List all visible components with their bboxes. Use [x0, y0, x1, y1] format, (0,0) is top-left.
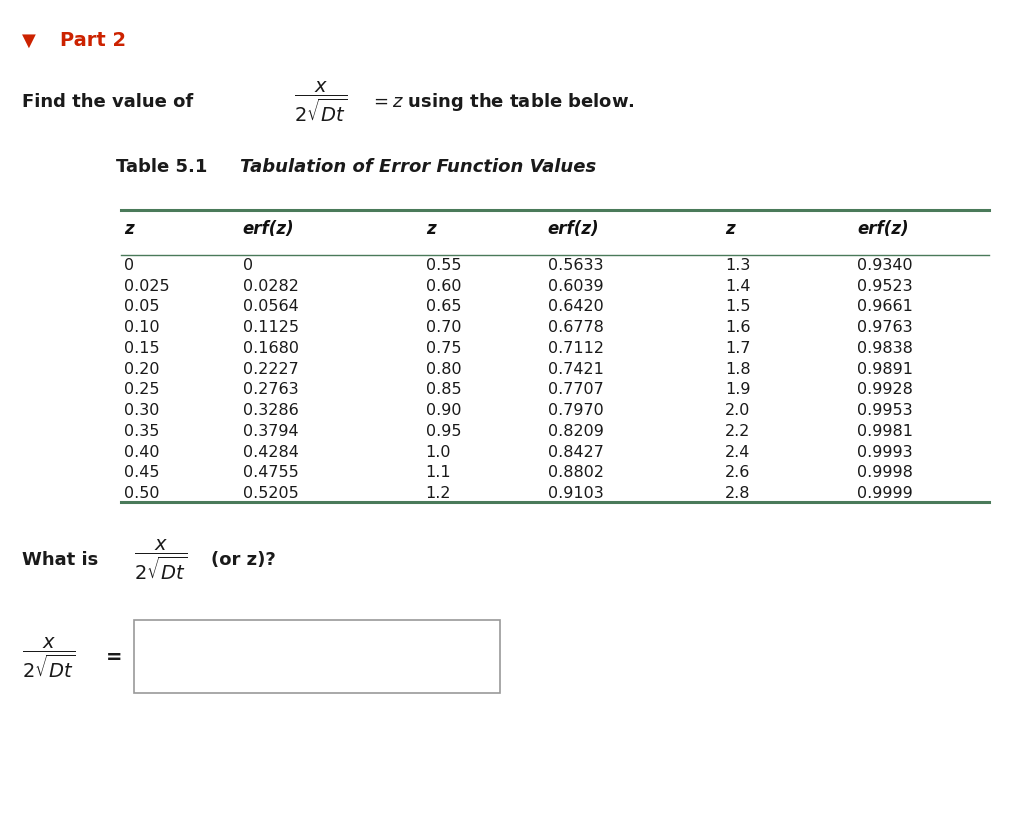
Text: 0.4284: 0.4284 — [243, 444, 299, 459]
Text: 0.9838: 0.9838 — [857, 341, 913, 355]
Text: 1.9: 1.9 — [725, 382, 751, 397]
Text: z: z — [725, 220, 735, 238]
Text: 0.7421: 0.7421 — [548, 361, 603, 376]
Text: ▼: ▼ — [23, 32, 36, 50]
Text: 0.55: 0.55 — [426, 258, 461, 273]
Text: 0.10: 0.10 — [124, 320, 160, 335]
Text: 0.20: 0.20 — [124, 361, 160, 376]
Text: $\dfrac{x}{2\sqrt{Dt}}$: $\dfrac{x}{2\sqrt{Dt}}$ — [23, 635, 76, 679]
Text: 0.90: 0.90 — [426, 403, 461, 418]
Text: 0.9999: 0.9999 — [857, 486, 913, 500]
Text: 0.9953: 0.9953 — [857, 403, 913, 418]
Text: 0.8209: 0.8209 — [548, 423, 603, 438]
Text: 0.6420: 0.6420 — [548, 299, 603, 314]
Text: 0.15: 0.15 — [124, 341, 160, 355]
Text: 0.9340: 0.9340 — [857, 258, 913, 273]
Text: 0.9661: 0.9661 — [857, 299, 913, 314]
Text: 0.8802: 0.8802 — [548, 465, 603, 480]
Text: 0.2763: 0.2763 — [243, 382, 298, 397]
Text: 1.4: 1.4 — [725, 278, 751, 293]
Text: $\dfrac{x}{2\sqrt{Dt}}$: $\dfrac{x}{2\sqrt{Dt}}$ — [294, 79, 347, 124]
Text: 1.1: 1.1 — [426, 465, 452, 480]
Text: 0.75: 0.75 — [426, 341, 461, 355]
Text: 0.60: 0.60 — [426, 278, 461, 293]
Bar — [134, 620, 500, 693]
Text: 0.1680: 0.1680 — [243, 341, 299, 355]
Text: 0.3286: 0.3286 — [243, 403, 299, 418]
Text: 0.9103: 0.9103 — [548, 486, 603, 500]
Text: 1.6: 1.6 — [725, 320, 751, 335]
Text: 0.2227: 0.2227 — [243, 361, 299, 376]
Text: 1.5: 1.5 — [725, 299, 751, 314]
Text: 0.85: 0.85 — [426, 382, 461, 397]
Text: 0.5633: 0.5633 — [548, 258, 603, 273]
Text: erf(z): erf(z) — [548, 220, 599, 238]
Text: (or z)?: (or z)? — [211, 550, 276, 568]
Text: 1.3: 1.3 — [725, 258, 751, 273]
Text: 0.80: 0.80 — [426, 361, 461, 376]
Text: erf(z): erf(z) — [857, 220, 909, 238]
Text: 0.95: 0.95 — [426, 423, 461, 438]
Text: 0.45: 0.45 — [124, 465, 160, 480]
Text: 2.0: 2.0 — [725, 403, 751, 418]
Text: Table 5.1: Table 5.1 — [116, 157, 207, 175]
Text: 0.025: 0.025 — [124, 278, 170, 293]
Text: $\dfrac{x}{2\sqrt{Dt}}$: $\dfrac{x}{2\sqrt{Dt}}$ — [134, 537, 187, 581]
Text: 0.9763: 0.9763 — [857, 320, 913, 335]
Text: 1.7: 1.7 — [725, 341, 751, 355]
Text: 0.9891: 0.9891 — [857, 361, 913, 376]
Text: $= z$ using the table below.: $= z$ using the table below. — [370, 90, 635, 112]
Text: What is: What is — [23, 550, 98, 568]
Text: Tabulation of Error Function Values: Tabulation of Error Function Values — [240, 157, 596, 175]
Text: 2.4: 2.4 — [725, 444, 751, 459]
Text: 0.0282: 0.0282 — [243, 278, 299, 293]
Text: erf(z): erf(z) — [243, 220, 295, 238]
Text: 1.8: 1.8 — [725, 361, 751, 376]
Text: 0.6039: 0.6039 — [548, 278, 603, 293]
Text: 0.50: 0.50 — [124, 486, 160, 500]
Text: 0.4755: 0.4755 — [243, 465, 299, 480]
Text: 2.2: 2.2 — [725, 423, 751, 438]
Text: 2.8: 2.8 — [725, 486, 751, 500]
Text: 0.9523: 0.9523 — [857, 278, 913, 293]
Text: 0.3794: 0.3794 — [243, 423, 298, 438]
Text: Part 2: Part 2 — [60, 31, 126, 50]
Text: 0.9981: 0.9981 — [857, 423, 913, 438]
Text: 0.7970: 0.7970 — [548, 403, 603, 418]
Text: 0.9928: 0.9928 — [857, 382, 913, 397]
Text: 0: 0 — [124, 258, 134, 273]
Text: 1.0: 1.0 — [426, 444, 452, 459]
Text: 0.7112: 0.7112 — [548, 341, 603, 355]
Text: 2.6: 2.6 — [725, 465, 751, 480]
Text: 0.30: 0.30 — [124, 403, 160, 418]
Text: 0.1125: 0.1125 — [243, 320, 299, 335]
Text: z: z — [426, 220, 435, 238]
Text: 0.40: 0.40 — [124, 444, 160, 459]
Text: 0.70: 0.70 — [426, 320, 461, 335]
Text: Find the value of: Find the value of — [23, 93, 194, 111]
Text: 0: 0 — [243, 258, 253, 273]
Text: 0.25: 0.25 — [124, 382, 160, 397]
Text: 1.2: 1.2 — [426, 486, 452, 500]
Text: 0.9993: 0.9993 — [857, 444, 913, 459]
Text: 0.9998: 0.9998 — [857, 465, 913, 480]
Text: =: = — [105, 647, 122, 666]
Text: 0.35: 0.35 — [124, 423, 160, 438]
Text: 0.0564: 0.0564 — [243, 299, 299, 314]
Text: 0.65: 0.65 — [426, 299, 461, 314]
Text: z: z — [124, 220, 134, 238]
Text: 0.8427: 0.8427 — [548, 444, 603, 459]
Text: 0.7707: 0.7707 — [548, 382, 603, 397]
Text: 0.5205: 0.5205 — [243, 486, 299, 500]
Text: 0.6778: 0.6778 — [548, 320, 603, 335]
Text: 0.05: 0.05 — [124, 299, 160, 314]
